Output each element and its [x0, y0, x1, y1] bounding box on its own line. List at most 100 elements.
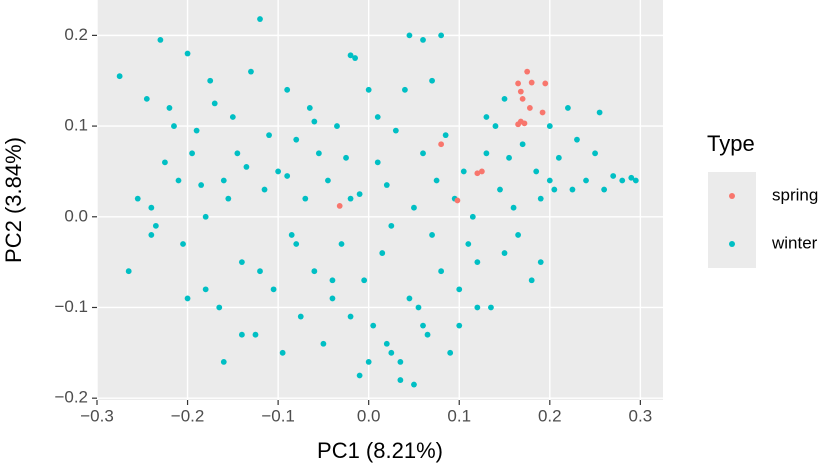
point	[365, 359, 372, 365]
point	[329, 295, 336, 302]
point	[157, 37, 164, 43]
point	[311, 118, 318, 125]
point	[465, 241, 472, 247]
point	[338, 241, 345, 247]
point	[402, 86, 408, 93]
point	[220, 359, 227, 365]
legend-label: spring	[772, 185, 818, 204]
legend-marker	[729, 193, 735, 199]
point	[189, 150, 195, 157]
point	[488, 304, 494, 311]
point	[539, 109, 546, 116]
point	[528, 277, 535, 284]
point	[565, 105, 571, 111]
point	[343, 154, 349, 161]
point	[370, 322, 377, 329]
point	[352, 55, 358, 61]
point	[302, 195, 309, 202]
point	[474, 304, 481, 311]
point	[388, 222, 395, 229]
point	[297, 313, 304, 320]
point	[628, 174, 635, 181]
point	[134, 195, 141, 202]
point	[315, 150, 322, 157]
point	[383, 340, 390, 347]
point	[447, 349, 454, 356]
point	[234, 150, 241, 157]
point	[279, 349, 286, 356]
point	[374, 114, 381, 120]
point	[632, 177, 639, 184]
point	[143, 95, 150, 102]
point	[537, 259, 544, 266]
point	[270, 286, 277, 293]
point	[211, 100, 218, 107]
point	[429, 77, 435, 84]
point	[592, 150, 598, 157]
point	[506, 154, 512, 161]
point	[171, 123, 177, 129]
x-tick-label: −0.3	[80, 406, 114, 425]
point	[424, 331, 431, 338]
point	[225, 195, 232, 202]
point	[329, 277, 336, 284]
point	[515, 232, 522, 238]
point	[202, 213, 209, 220]
point	[180, 241, 186, 247]
point	[610, 173, 617, 179]
point	[497, 186, 503, 193]
point	[483, 114, 490, 120]
point	[526, 105, 533, 111]
point	[460, 168, 467, 175]
point	[207, 77, 214, 84]
point	[365, 86, 372, 93]
point	[397, 359, 404, 365]
point	[311, 268, 318, 275]
point	[336, 202, 343, 209]
x-tick-label: −0.1	[261, 406, 295, 425]
point	[501, 250, 508, 256]
point	[533, 168, 540, 175]
point	[510, 204, 517, 211]
point	[148, 232, 155, 238]
y-tick-label: 0.0	[64, 206, 88, 225]
point	[216, 304, 223, 311]
x-tick-label: 0.0	[357, 406, 381, 425]
point	[193, 127, 200, 134]
point	[162, 159, 168, 166]
point	[420, 37, 426, 43]
point	[229, 114, 236, 120]
point	[406, 32, 413, 39]
point	[574, 136, 580, 143]
point	[374, 159, 381, 166]
y-tick-label: −0.2	[54, 388, 88, 407]
point	[238, 331, 245, 338]
point	[438, 268, 445, 275]
point	[515, 80, 522, 87]
point	[383, 182, 390, 188]
point	[166, 105, 173, 111]
point	[243, 163, 250, 170]
point	[546, 123, 553, 129]
point	[546, 177, 553, 184]
point	[551, 186, 558, 193]
point	[293, 241, 300, 247]
point	[596, 109, 603, 116]
point	[433, 177, 440, 184]
point	[148, 204, 155, 211]
point	[238, 259, 245, 266]
point	[420, 322, 426, 329]
point	[415, 304, 422, 311]
x-tick-label: 0.1	[447, 406, 471, 425]
point	[519, 95, 526, 102]
point	[184, 50, 191, 57]
point	[515, 121, 522, 128]
point	[483, 150, 490, 157]
panel	[97, 0, 663, 400]
point	[411, 381, 417, 388]
point	[252, 331, 259, 338]
point	[469, 213, 476, 220]
point	[284, 173, 291, 179]
point	[220, 177, 227, 184]
